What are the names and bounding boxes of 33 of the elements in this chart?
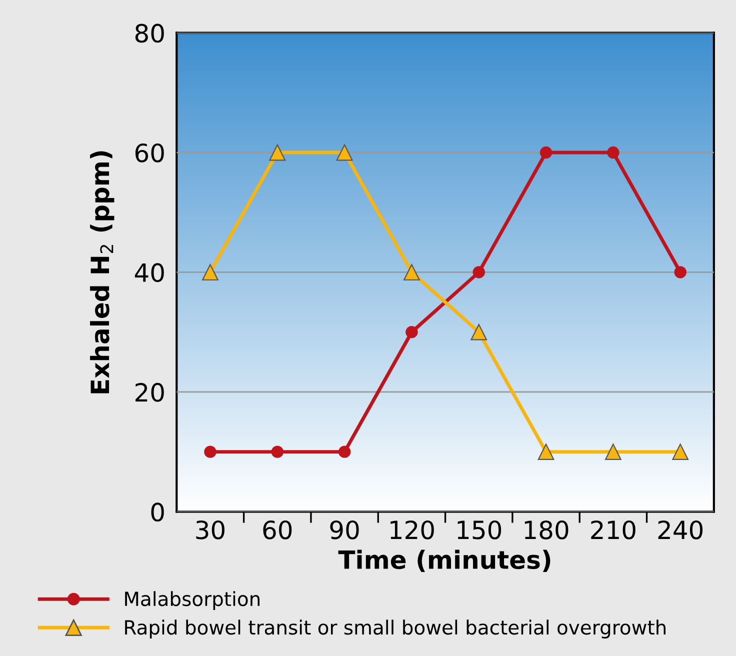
point xyxy=(672,444,689,460)
point xyxy=(607,146,620,159)
point xyxy=(604,444,622,460)
y-tick-label: 40 xyxy=(134,263,164,282)
point xyxy=(404,264,420,280)
x-tick-label: 90 xyxy=(330,520,359,540)
x-tick-label: 30 xyxy=(196,520,224,540)
x-tick-label: 180 xyxy=(524,520,568,540)
y-tick-label: 80 xyxy=(135,24,164,43)
x-tick-label: 150 xyxy=(458,520,502,540)
point xyxy=(269,144,286,161)
point xyxy=(204,446,216,458)
point xyxy=(406,326,418,338)
legend-label: Rapid bowel transit or small bowel bacterial overgrowth xyxy=(125,620,666,638)
legend-label: Malabsorption xyxy=(125,591,260,610)
y-axis-title: Exhaled H$_{2}$ (ppm) xyxy=(90,151,114,394)
y-tick-label: 60 xyxy=(135,143,164,162)
x-tick-label: 240 xyxy=(658,520,703,540)
x-tick-label: 120 xyxy=(390,520,434,540)
x-tick-label: 60 xyxy=(263,520,292,540)
point xyxy=(336,144,353,161)
point xyxy=(271,446,284,458)
point xyxy=(472,266,485,278)
point xyxy=(470,324,488,340)
point xyxy=(538,444,554,460)
x-tick-label: 210 xyxy=(591,520,636,540)
y-tick-label: 0 xyxy=(151,502,164,522)
point xyxy=(674,266,686,278)
y-tick-label: 20 xyxy=(136,382,164,402)
point xyxy=(540,146,552,159)
x-axis-title: Time (minutes) xyxy=(338,550,550,572)
point xyxy=(202,264,218,280)
point xyxy=(338,446,351,458)
